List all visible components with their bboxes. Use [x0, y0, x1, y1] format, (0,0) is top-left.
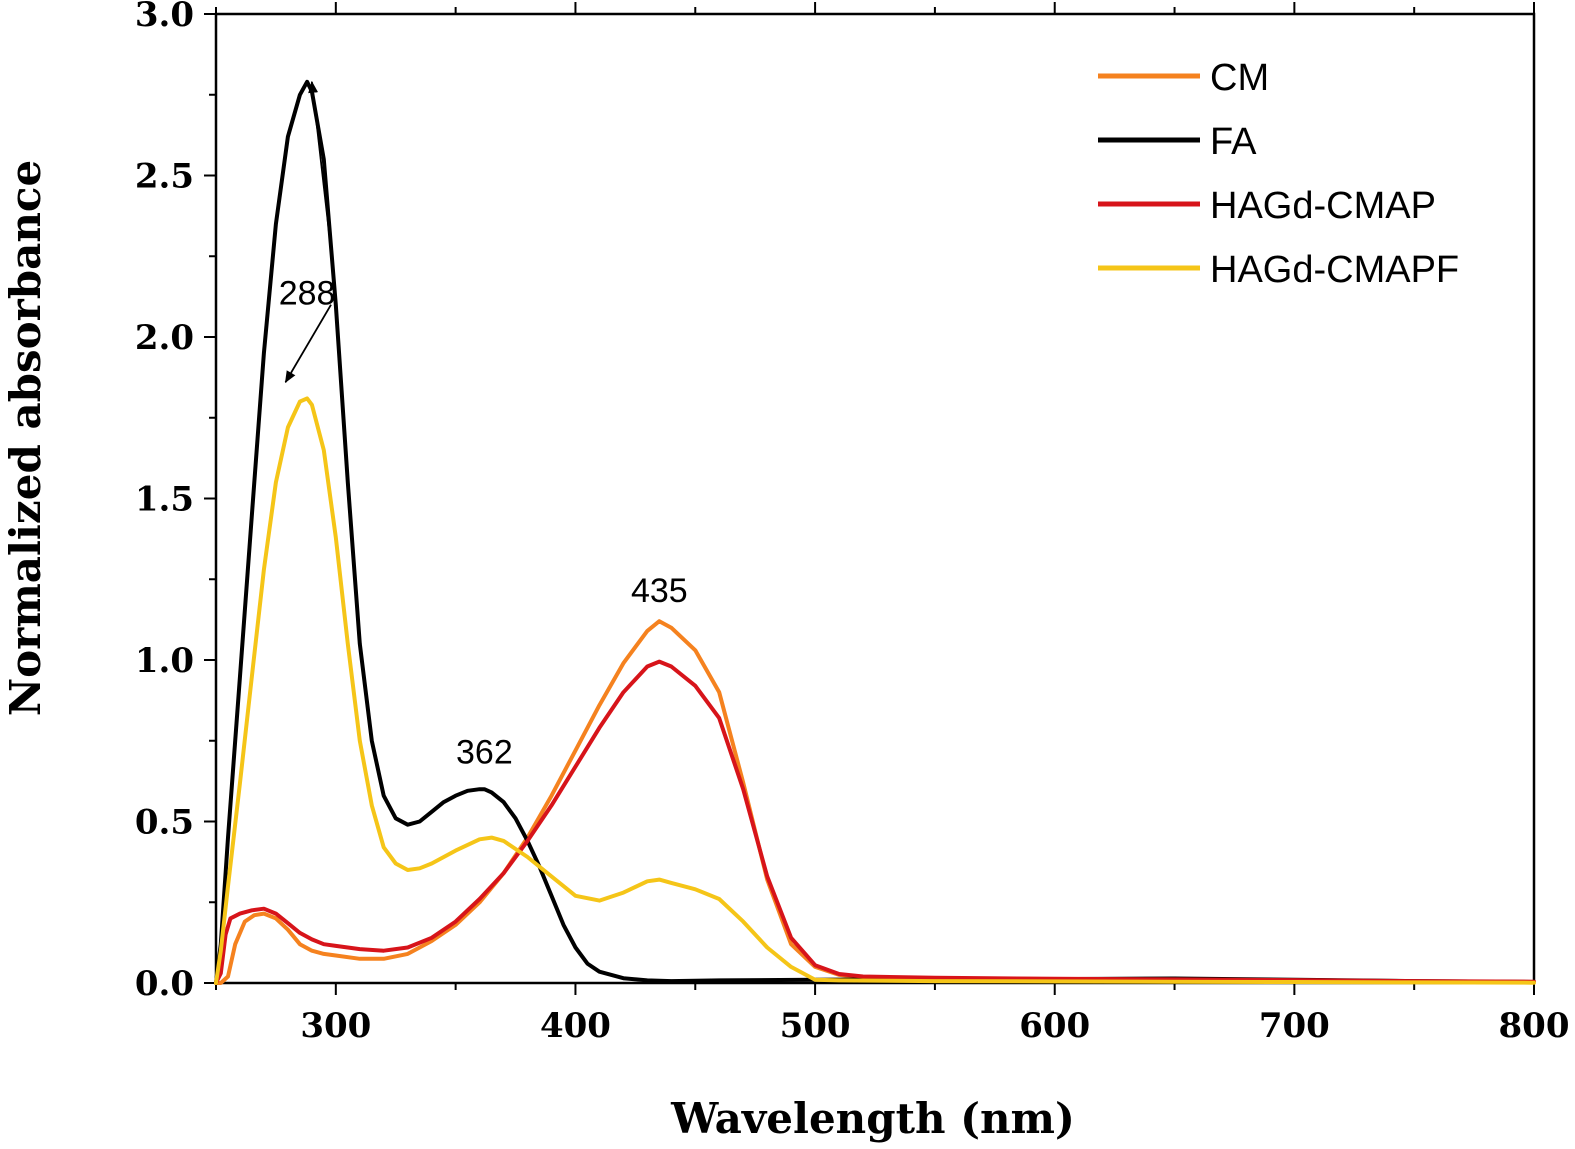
x-tick-label: 600 [1019, 1006, 1090, 1046]
y-tick-label: 2.0 [135, 318, 194, 358]
legend-label-hagd-cmapf: HAGd-CMAPF [1210, 249, 1459, 291]
y-tick-label: 0.5 [135, 803, 194, 843]
x-tick-label: 300 [300, 1006, 371, 1046]
y-tick-label: 0.0 [135, 964, 194, 1004]
series-line-fa [214, 79, 1536, 985]
x-tick-label: 800 [1499, 1006, 1570, 1046]
y-tick-label: 1.5 [135, 480, 194, 520]
series-line-hagd-cmapf [214, 396, 1536, 985]
annotation-arrow [284, 304, 332, 384]
annotation-arrow [308, 80, 332, 250]
annotation-peak-435: 435 [631, 572, 688, 610]
y-tick-label: 1.0 [135, 641, 194, 681]
plot-frame [214, 12, 1536, 985]
series-line-cm [214, 619, 1536, 985]
x-tick-label: 700 [1259, 1006, 1330, 1046]
legend-label-hagd-cmap: HAGd-CMAP [1210, 185, 1436, 227]
y-tick-label: 3.0 [135, 0, 194, 35]
x-axis-title: Wavelength (nm) [670, 1094, 1075, 1143]
annotation-peak-362: 362 [456, 733, 513, 771]
x-tick-label: 400 [540, 1006, 611, 1046]
annotation-peak-288: 288 [279, 275, 336, 313]
y-axis-title: Normalized absorbance [1, 160, 50, 716]
legend-label-cm: CM [1210, 57, 1269, 99]
y-tick-label: 2.5 [135, 157, 194, 197]
legend-label-fa: FA [1210, 121, 1257, 163]
series-line-hagd-cmap [214, 659, 1536, 985]
x-tick-label: 500 [780, 1006, 851, 1046]
